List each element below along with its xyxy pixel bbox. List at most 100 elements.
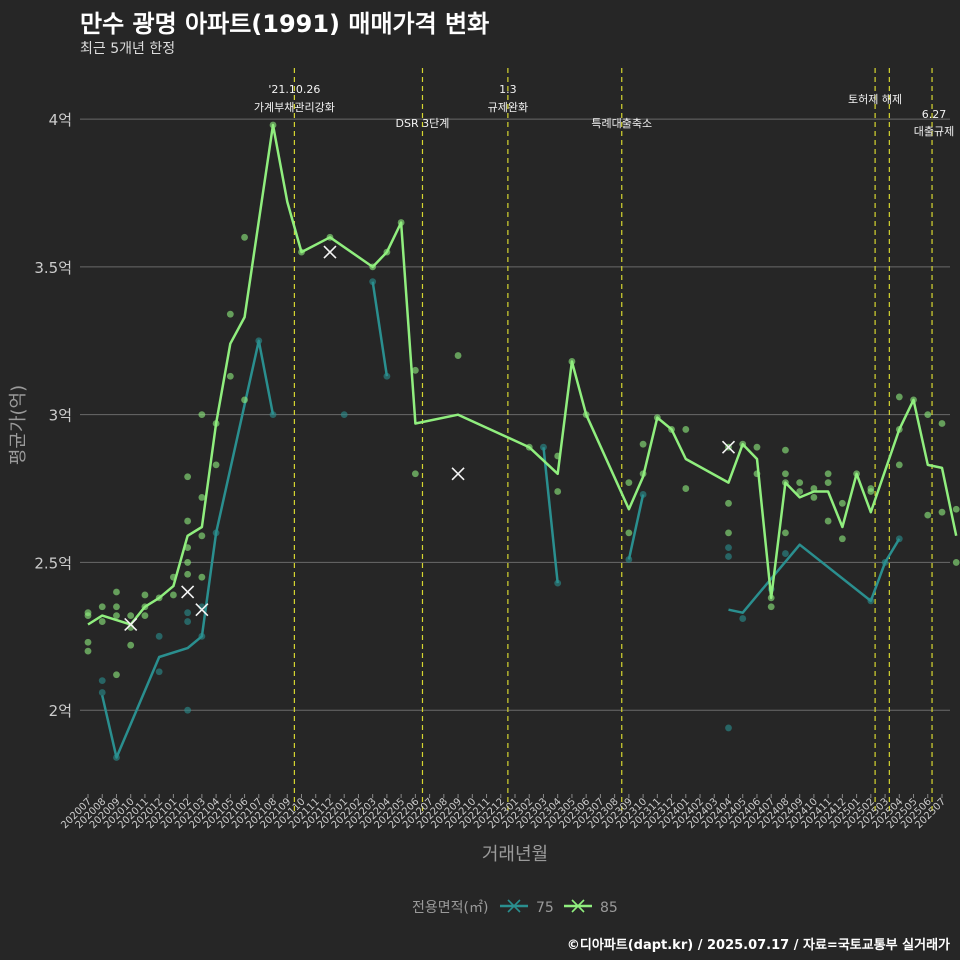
data-point xyxy=(824,517,832,525)
data-point xyxy=(810,494,818,501)
event-annotation: 가계부채관리강화 xyxy=(254,101,335,114)
data-point xyxy=(226,310,234,318)
event-annotation: 1.3 xyxy=(499,83,517,96)
data-point xyxy=(155,632,163,640)
y-tick-label: 2억 xyxy=(49,702,72,720)
data-point xyxy=(753,443,761,451)
data-point xyxy=(540,443,547,451)
data-point xyxy=(170,591,177,599)
series-75-line xyxy=(542,447,559,584)
data-point xyxy=(212,461,220,469)
data-point xyxy=(725,724,732,732)
data-point xyxy=(141,591,149,599)
data-point xyxy=(895,461,903,469)
y-tick-label: 3.5억 xyxy=(34,259,72,277)
series-75-line xyxy=(627,494,645,560)
data-point xyxy=(184,517,192,525)
series-85-line xyxy=(87,123,958,626)
series-75-line xyxy=(371,281,389,377)
data-point xyxy=(113,612,120,620)
data-point xyxy=(241,233,248,241)
data-point xyxy=(84,647,92,655)
data-point xyxy=(824,479,832,487)
legend-key-marker xyxy=(507,899,521,913)
data-point xyxy=(952,505,960,513)
legend-key-marker xyxy=(571,899,585,913)
y-axis-title: 평균가(억) xyxy=(8,385,29,465)
data-point xyxy=(198,411,206,419)
data-point xyxy=(184,706,192,714)
series-85-group xyxy=(84,121,960,679)
event-annotation: DSR 3단계 xyxy=(396,117,450,130)
average-marker xyxy=(181,585,195,599)
data-point xyxy=(98,603,106,611)
x-axis-title: 거래년월 xyxy=(482,844,548,865)
y-tick-label: 2.5억 xyxy=(34,554,72,572)
data-point xyxy=(198,573,206,581)
data-point xyxy=(554,488,562,495)
data-point xyxy=(924,411,932,419)
chart-title: 만수 광명 아파트(1991) 매매가격 변화 xyxy=(80,10,490,38)
data-point xyxy=(838,499,846,507)
data-point xyxy=(725,499,732,507)
legend-title: 전용면적(㎡) xyxy=(412,900,488,916)
data-point xyxy=(113,671,120,679)
data-point xyxy=(184,609,192,617)
data-point xyxy=(639,440,647,448)
data-point xyxy=(454,352,462,359)
event-annotation: '21.10.26 xyxy=(268,83,320,96)
data-point xyxy=(113,603,120,611)
event-annotation: 특례대출축소 xyxy=(591,117,652,130)
data-point xyxy=(625,479,633,487)
data-point xyxy=(98,677,106,685)
data-point xyxy=(241,396,248,404)
data-point xyxy=(369,278,377,286)
data-point xyxy=(796,479,804,487)
data-point xyxy=(782,446,789,454)
data-point xyxy=(938,508,946,516)
data-point xyxy=(739,615,747,622)
data-point xyxy=(184,473,192,481)
data-point xyxy=(639,491,647,498)
data-point xyxy=(796,488,804,495)
data-point xyxy=(141,612,149,620)
source-caption: ©디아파트(dapt.kr) / 2025.07.17 / 자료=국토교통부 실… xyxy=(566,938,950,953)
data-point xyxy=(198,532,206,540)
data-point xyxy=(127,641,135,649)
average-marker xyxy=(451,467,465,481)
data-point xyxy=(184,559,192,566)
event-annotation: 6.27 xyxy=(922,108,947,121)
y-tick-label: 3억 xyxy=(49,407,72,425)
data-point xyxy=(867,488,875,495)
chart-subtitle: 최근 5개년 한정 xyxy=(80,41,176,57)
series-75-line xyxy=(100,339,275,759)
average-marker xyxy=(721,440,736,454)
data-point xyxy=(767,603,775,611)
data-point xyxy=(554,579,562,587)
event-annotation: 대출규제 xyxy=(914,125,954,138)
data-point xyxy=(198,494,206,501)
data-point xyxy=(411,366,419,374)
legend-entry-label: 75 xyxy=(536,900,554,916)
data-point xyxy=(782,470,789,478)
data-point xyxy=(226,372,234,380)
event-annotation: 토허제 해제 xyxy=(848,92,902,106)
data-point xyxy=(725,544,732,552)
data-point xyxy=(838,535,846,543)
average-marker xyxy=(195,603,209,617)
series-75-line xyxy=(728,538,901,614)
data-point xyxy=(682,485,690,492)
data-point xyxy=(98,689,106,696)
data-point xyxy=(625,529,633,537)
data-point xyxy=(184,618,192,625)
data-point xyxy=(340,411,348,419)
data-point xyxy=(725,529,732,537)
data-point xyxy=(113,588,120,596)
data-point xyxy=(952,559,960,566)
average-marker xyxy=(323,245,337,259)
data-point xyxy=(725,553,732,560)
data-point xyxy=(411,470,419,478)
data-point xyxy=(782,550,789,557)
data-point xyxy=(184,570,192,578)
